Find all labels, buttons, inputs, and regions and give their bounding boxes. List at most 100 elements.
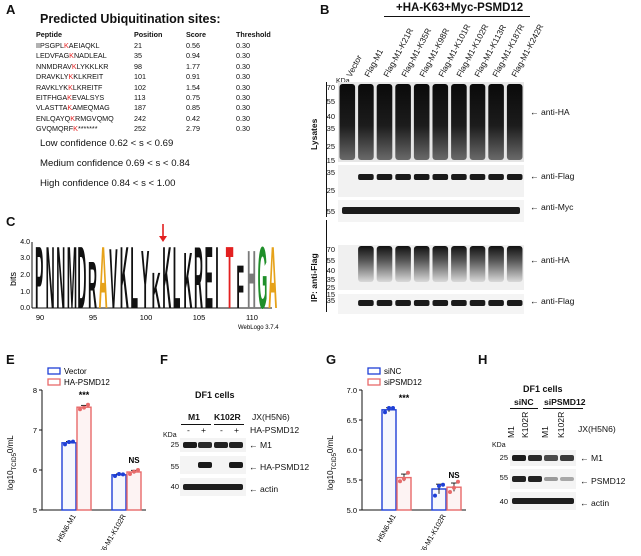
position-cell: 113 xyxy=(134,92,146,102)
ip-ha-lane xyxy=(413,246,430,282)
h-band-psmd12-3 xyxy=(544,477,558,481)
y-tick-label: 5.5 xyxy=(347,476,357,485)
lysates-ha-lane xyxy=(376,84,393,160)
flag-band xyxy=(413,174,430,180)
ip-flag-band xyxy=(432,300,449,306)
score-cell: 0.94 xyxy=(186,51,200,61)
lysates-flag-bands xyxy=(358,174,523,180)
f-strain: JX(H5N6) xyxy=(252,412,290,422)
legend-swatch xyxy=(47,378,61,386)
mw-myc-55: 55 xyxy=(326,207,335,216)
lysates-ha-lane xyxy=(451,84,467,160)
mw-25: 25 xyxy=(326,142,335,151)
threshold-cell: 0.30 xyxy=(236,124,250,134)
col-position: Position xyxy=(134,30,163,39)
h-band-m1-1 xyxy=(512,455,526,461)
h-blot-m1 xyxy=(510,450,576,466)
position-cell: 102 xyxy=(134,82,146,92)
logo-letter: D xyxy=(77,230,86,328)
logo-yticks: 0.0 1.0 2.0 3.0 4.0 xyxy=(20,239,30,312)
logo-letter: K xyxy=(152,263,161,319)
confidence-high: High confidence 0.84 < s < 1.00 xyxy=(40,178,176,189)
logo-ytick-3: 3.0 xyxy=(20,255,30,262)
logo-ytick-0: 0.0 xyxy=(20,305,30,312)
logo-letter: R xyxy=(194,230,203,328)
position-cell: 98 xyxy=(134,61,142,71)
y-tick-label: 8 xyxy=(33,386,37,395)
threshold-cell: 0.30 xyxy=(236,103,250,113)
confidence-medium: Medium confidence 0.69 < s < 0.84 xyxy=(40,158,190,169)
logo-letter: A xyxy=(99,230,108,328)
logo-letter: N xyxy=(46,230,55,328)
data-point xyxy=(398,479,402,484)
panel-g-chart: log10TCID50/mL 5.0 5.5 6.0 6.5 7.0 siNC siPSMD1… xyxy=(326,367,466,550)
data-point xyxy=(383,410,387,415)
f-blot-m1 xyxy=(180,438,246,452)
logo-letter: T xyxy=(226,230,234,328)
lysates-ha-lanes xyxy=(339,84,523,160)
significance-label: *** xyxy=(79,390,90,400)
mw-flag-35: 35 xyxy=(326,168,335,177)
h-lane-1: M1 xyxy=(506,426,516,438)
category-label: H5N6-M1 xyxy=(55,513,78,544)
h-band-psmd12-1 xyxy=(512,476,526,482)
logo-xtick-95: 95 xyxy=(89,313,97,322)
h-band-label-actin: ← actin xyxy=(580,498,610,508)
f-cells: DF1 cells xyxy=(195,390,235,400)
y-tick-label: 5 xyxy=(33,506,37,515)
panel-a-title: Predicted Ubiquitination sites: xyxy=(40,12,221,26)
flag-band xyxy=(488,174,504,180)
logo-xtick-100: 100 xyxy=(140,313,153,322)
blot-ip-flag xyxy=(338,294,524,314)
ip-ha-lane xyxy=(358,246,374,282)
h-band-psmd12-2 xyxy=(528,476,542,482)
peptide-cell: VLASTTAKAMEQMAG xyxy=(36,103,110,113)
logo-letter: L xyxy=(173,230,181,328)
data-point xyxy=(391,406,395,410)
h-mw-25: 25 xyxy=(499,453,508,462)
data-point xyxy=(437,484,441,488)
myc-band xyxy=(342,207,520,214)
legend-swatch xyxy=(367,378,381,386)
mw-70: 70 xyxy=(326,83,335,92)
y-axis-label: log10TCID50/mL xyxy=(6,435,18,490)
logo-ytick-4: 4.0 xyxy=(20,239,30,246)
mw-ip-40: 40 xyxy=(326,266,335,275)
panel-f-blot xyxy=(180,438,246,496)
bar xyxy=(381,409,397,511)
score-cell: 2.79 xyxy=(186,124,200,134)
ip-flag-band xyxy=(506,300,523,306)
legend-swatch xyxy=(367,367,381,375)
data-point xyxy=(132,469,136,474)
logo-letter: P xyxy=(35,230,43,328)
logo-letter: G xyxy=(258,230,268,328)
threshold-cell: 0.30 xyxy=(236,61,250,71)
data-point xyxy=(406,470,410,475)
peptide-cell: IIPSGPLKAEIAQKL xyxy=(36,41,100,50)
h-band-psmd12-4 xyxy=(560,477,574,481)
y-tick-label: 7.0 xyxy=(347,386,357,395)
threshold-cell: 0.30 xyxy=(236,82,250,92)
bar xyxy=(111,474,127,511)
lysates-ha-lane xyxy=(395,84,411,160)
h-band-m1-2 xyxy=(528,455,542,461)
peptide-cell: RAVKLYKKLKREITF xyxy=(36,82,103,92)
ip-flag-band xyxy=(488,300,504,306)
h-mw-55: 55 xyxy=(499,473,508,482)
panel-label-c: C xyxy=(6,214,16,229)
h-band-actin xyxy=(512,498,574,504)
data-point xyxy=(117,472,121,476)
data-point xyxy=(448,490,452,494)
ab-lysates-ha: ← anti-HA xyxy=(530,107,570,117)
lysates-ha-lane xyxy=(432,84,449,160)
logo-letter: K xyxy=(120,230,129,328)
logo-letter: L xyxy=(130,230,138,328)
ip-flag-band xyxy=(376,300,393,306)
ip-flag-band xyxy=(358,300,374,306)
panel-label-f: F xyxy=(160,352,168,367)
kda-label-b: KDa xyxy=(336,78,350,85)
legend-swatch xyxy=(47,367,61,375)
f-group-m1: M1 xyxy=(188,412,200,422)
confidence-low: Low confidence 0.62 < s < 0.69 xyxy=(40,138,174,149)
